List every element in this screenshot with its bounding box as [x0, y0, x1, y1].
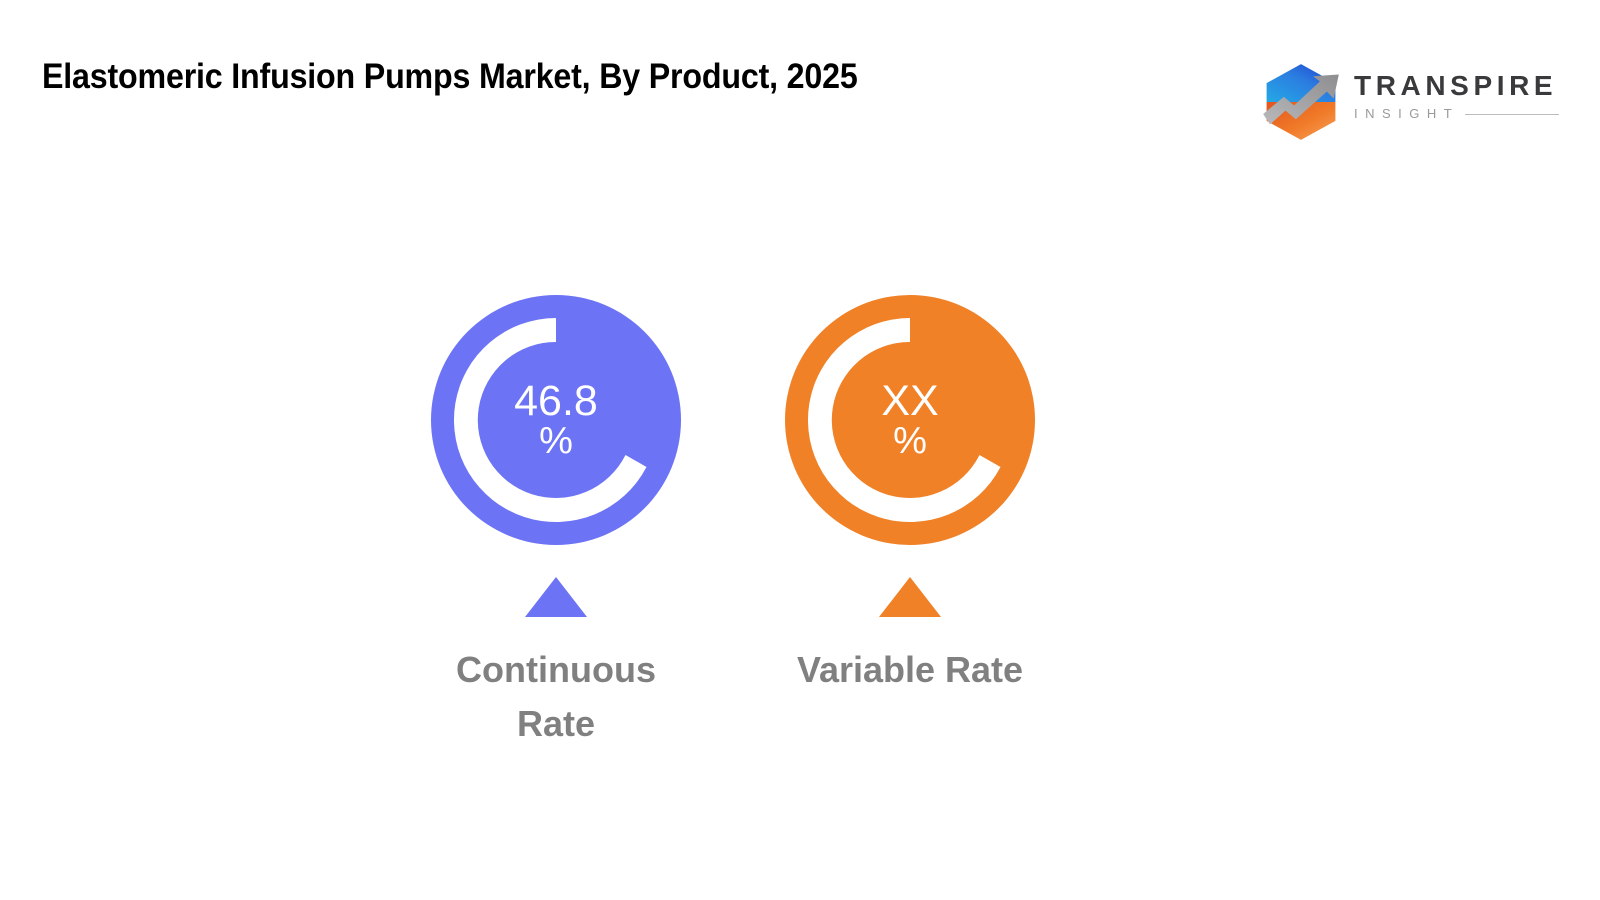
metric-label-variable-rate: Variable Rate — [796, 649, 1024, 690]
metric-variable-rate: XX % Variable Rate — [760, 295, 1060, 697]
metric-continuous-rate: 46.8 % Continuous Rate — [406, 295, 706, 751]
donut-center-label: XX % — [785, 295, 1035, 545]
metric-unit: % — [893, 419, 927, 462]
donut-gauge-icon — [431, 295, 681, 545]
donut-center-label: 46.8 % — [431, 295, 681, 545]
metric-unit: % — [539, 419, 573, 462]
donut-gauge-icon — [785, 295, 1035, 545]
logo-wordmark: TRANSPIRE — [1354, 70, 1558, 101]
logo-tagline: INSIGHT — [1354, 106, 1460, 121]
triangle-up-icon — [879, 577, 941, 617]
brand-logo: TRANSPIRE INSIGHT — [1258, 55, 1559, 145]
metric-value: 46.8 — [514, 376, 598, 425]
page-title: Elastomeric Infusion Pumps Market, By Pr… — [42, 57, 858, 96]
logo-subline: INSIGHT — [1354, 106, 1559, 121]
triangle-up-icon — [525, 577, 587, 617]
logo-divider-rule — [1465, 114, 1559, 115]
donut-gauge-continuous-rate: 46.8 % — [431, 295, 681, 545]
logo-text-block: TRANSPIRE INSIGHT — [1354, 71, 1559, 121]
transpire-cube-arrow-logo-icon — [1263, 64, 1339, 140]
metric-label-continuous-rate: Continuous Rate — [456, 649, 656, 744]
donut-gauge-variable-rate: XX % — [785, 295, 1035, 545]
metric-value: XX — [881, 376, 939, 425]
